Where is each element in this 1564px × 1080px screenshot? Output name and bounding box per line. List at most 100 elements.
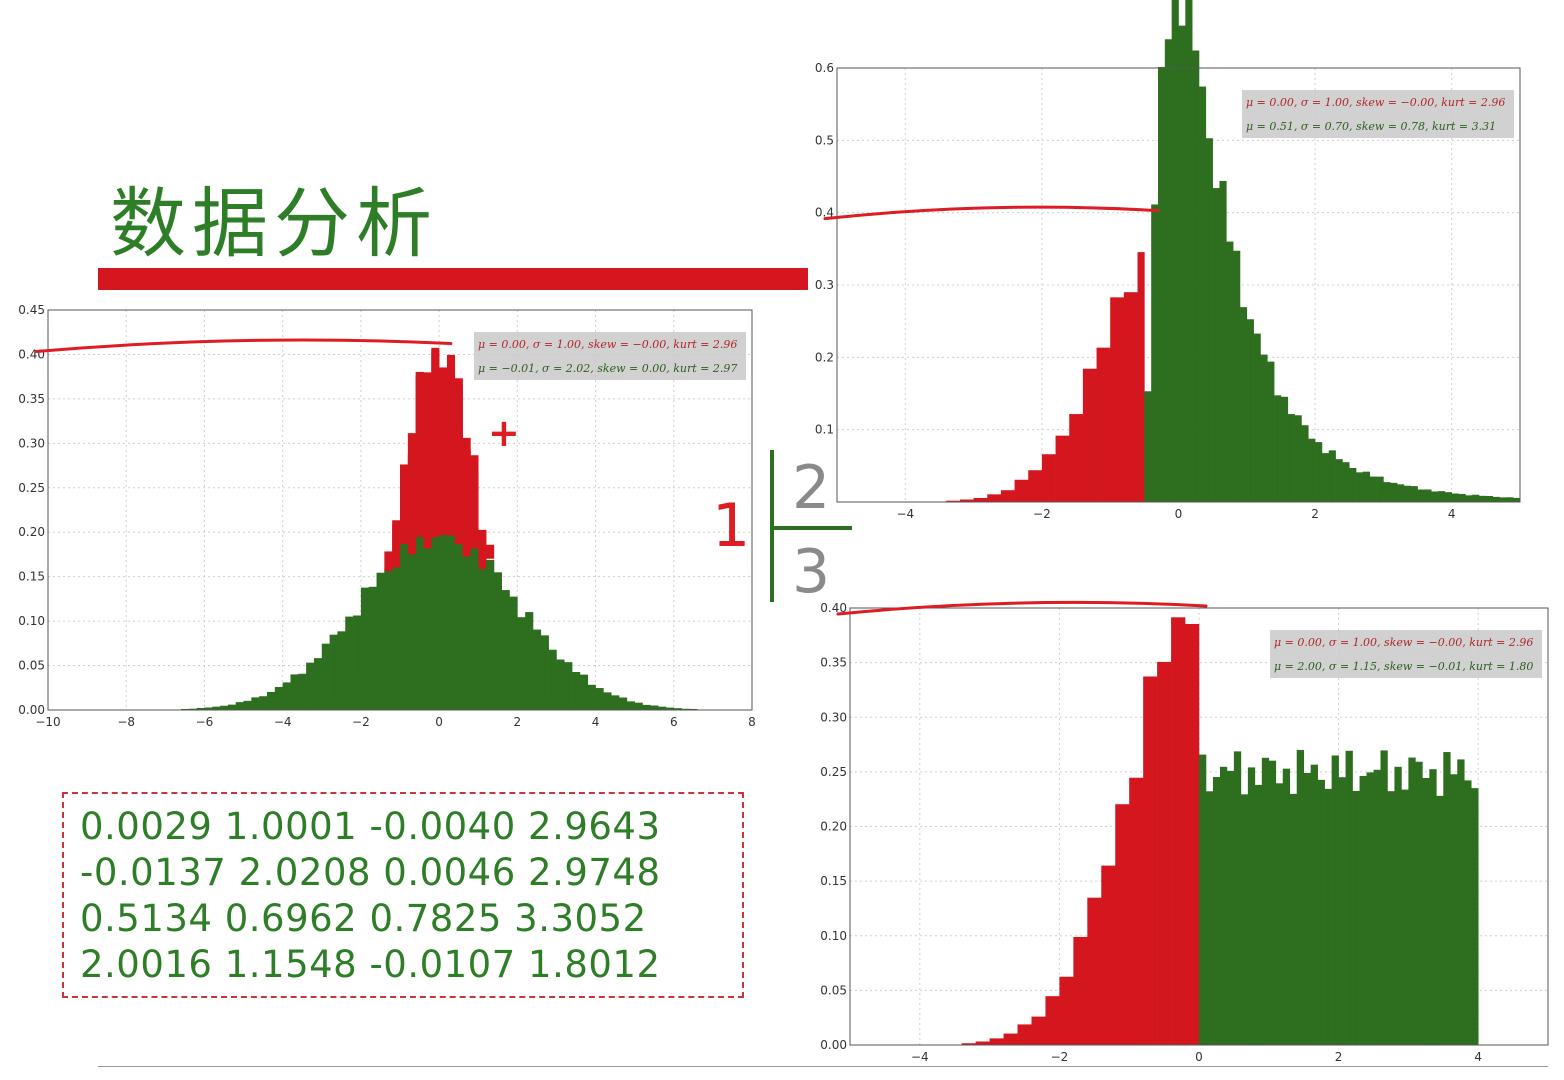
bar-green [634, 702, 643, 710]
bar-green [1401, 789, 1409, 1045]
bar-green [1310, 764, 1318, 1045]
chart-1: −10 −8 −6 −4 −2 0 2 4 6 8 0.00 0.05 0.10 0.15 0.20 0.25… [18, 303, 756, 729]
bar-green [1226, 241, 1234, 502]
bar-green [282, 682, 291, 710]
stats-row: 0.0029 1.0001 -0.0040 2.9643 [80, 805, 661, 848]
bar-green [1296, 749, 1304, 1045]
bar-red-overlay [439, 367, 448, 535]
y-tick-label: 0.40 [18, 347, 45, 361]
bar-red [1017, 1024, 1032, 1045]
bar-green [1492, 496, 1500, 502]
bar-green [462, 556, 471, 710]
bar-green [1267, 361, 1275, 502]
bar-green [1506, 497, 1514, 502]
x-tick-label: 4 [592, 715, 600, 729]
bar-green [1151, 204, 1159, 503]
bar-green [603, 692, 612, 710]
bar-green [1233, 250, 1241, 502]
bar-green [1431, 491, 1439, 502]
x-tick-label: −8 [117, 715, 135, 729]
bar-green [1192, 50, 1200, 503]
bar-green [360, 587, 370, 710]
bar-red-overlay [415, 375, 424, 537]
marker-two: 2 [792, 453, 831, 523]
x-tick-label: 2 [1311, 507, 1319, 521]
x-tick-label: 4 [1474, 1050, 1482, 1064]
bar-green [689, 708, 698, 710]
bar-green [1233, 751, 1242, 1045]
bar-green [1164, 39, 1172, 502]
bar-green [400, 541, 409, 710]
bar-green [587, 684, 596, 710]
bar-red [1031, 1016, 1046, 1045]
x-tick-label: 0 [1175, 507, 1183, 521]
plot-frame [849, 607, 1549, 1046]
bar-red [1041, 454, 1056, 502]
bar-green [1274, 395, 1282, 502]
bar-green [1415, 761, 1423, 1045]
bar-red [1137, 252, 1145, 502]
bar-red [961, 1043, 976, 1045]
y-tick-label: 0.15 [18, 570, 45, 584]
bar-green [1410, 486, 1418, 502]
bar-green [1280, 396, 1289, 502]
bar-green [1158, 66, 1166, 502]
bar-red-overlay [446, 354, 456, 536]
legend-entry: μ = 2.00, σ = 1.15, skew = −0.01, kurt =… [1274, 660, 1533, 673]
bar-green [1212, 188, 1220, 502]
bar-green [384, 571, 393, 710]
bar-green [493, 572, 502, 710]
bar-green [235, 702, 244, 710]
y-tick-label: 0.6 [815, 61, 834, 75]
bar-green [1144, 391, 1152, 502]
bar-green [1324, 788, 1332, 1045]
bar-green [1387, 791, 1395, 1045]
bar-green [1376, 476, 1384, 502]
bar-red [987, 494, 1002, 502]
bar-red [975, 1041, 990, 1045]
bar-green [1254, 784, 1263, 1045]
bar-green [1359, 775, 1367, 1045]
annotation-line [823, 205, 1160, 221]
bar-green [1345, 750, 1353, 1045]
stats-row: -0.0137 2.0208 0.0046 2.9748 [80, 851, 661, 894]
bar-red [1101, 865, 1116, 1045]
bar-green [423, 548, 432, 710]
bar-green [1205, 791, 1214, 1045]
x-tick-label: −2 [1051, 1050, 1069, 1064]
bar-green [212, 706, 221, 710]
bar-red [1082, 368, 1097, 502]
legend-entry: μ = 0.00, σ = 1.00, skew = −0.00, kurt =… [1274, 636, 1533, 649]
y-tick-label: 0.00 [820, 1038, 847, 1052]
bar-green [1328, 450, 1336, 502]
bar-green [1205, 138, 1213, 502]
bar-green [681, 708, 690, 710]
bar-green [1499, 497, 1507, 502]
legend-entry: μ = 0.51, σ = 0.70, skew = 0.78, kurt = … [1246, 120, 1496, 133]
x-tick-label: 0 [1195, 1050, 1203, 1064]
bar-green [525, 612, 534, 710]
bar-red-overlay [423, 401, 432, 549]
bar-red [1185, 623, 1200, 1045]
bar-red [1028, 470, 1043, 502]
bar-green [1260, 354, 1268, 502]
bar-green [1352, 790, 1360, 1045]
x-tick-label: 6 [670, 715, 678, 729]
bar-green [407, 547, 416, 710]
bar-green [1465, 495, 1473, 502]
bar-green [1436, 795, 1444, 1045]
bar-green [595, 688, 604, 710]
bar-green [1289, 793, 1298, 1045]
bar-green [478, 568, 487, 710]
bar-green [1335, 459, 1343, 502]
bar-green [1472, 494, 1480, 502]
bar-green [376, 572, 385, 710]
x-tick-label: −10 [35, 715, 60, 729]
bar-green [454, 526, 463, 710]
page-title: 数据分析 [110, 179, 438, 268]
bar-green [392, 567, 401, 710]
bar-green [1485, 495, 1493, 502]
bar-green [1185, 0, 1193, 502]
bar-green [353, 615, 362, 710]
